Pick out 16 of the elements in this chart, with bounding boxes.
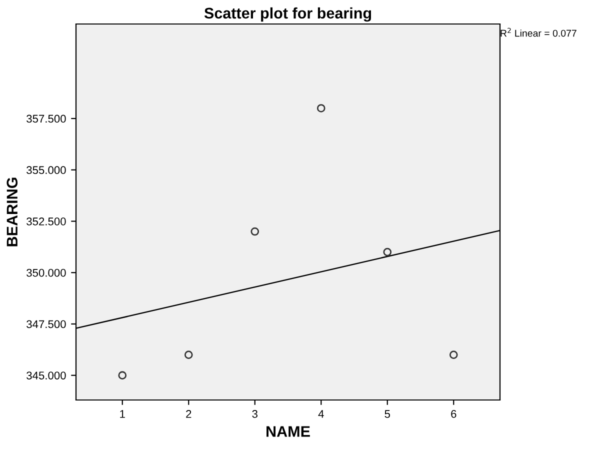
x-tick-label: 3 bbox=[252, 410, 258, 418]
y-tick-label: 347.500 bbox=[26, 320, 66, 328]
chart-title: Scatter plot for bearing bbox=[204, 7, 372, 22]
y-tick-label: 357.500 bbox=[26, 114, 66, 123]
x-tick-label: 1 bbox=[120, 410, 125, 418]
y-axis-title: BEARING bbox=[6, 178, 18, 246]
y-tick-label: 345.000 bbox=[26, 372, 66, 380]
y-tick-label: 350.000 bbox=[26, 268, 66, 277]
y-tick-label: 355.000 bbox=[26, 166, 66, 174]
x-tick-label: 4 bbox=[318, 410, 324, 418]
x-axis-title: NAME bbox=[266, 426, 310, 437]
y-tick-label: 352.500 bbox=[26, 218, 66, 226]
text: R$^{2}$ Linear = 0.077 bbox=[500, 28, 576, 37]
x-tick-label: 2 bbox=[186, 410, 192, 418]
x-tick-label: 6 bbox=[451, 410, 456, 418]
x-tick-label: 5 bbox=[384, 410, 390, 418]
